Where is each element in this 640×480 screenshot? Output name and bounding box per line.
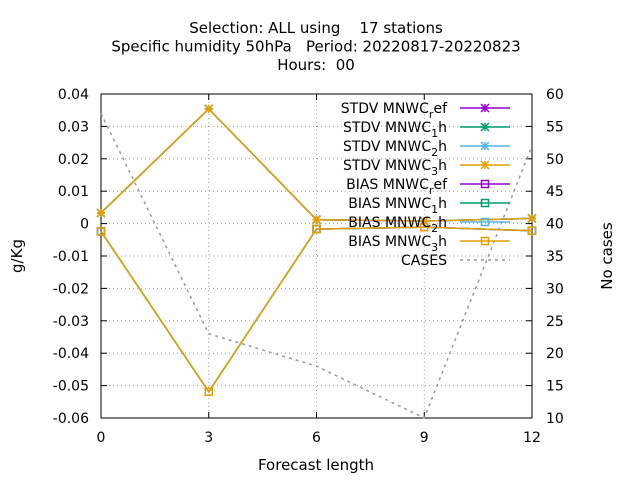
series-6	[96, 222, 537, 397]
legend-marker	[480, 217, 490, 227]
legend-item: BIAS MNWC2h	[348, 215, 510, 235]
legend-marker	[480, 198, 490, 208]
legend-marker	[480, 236, 490, 246]
y-tick-label: -0.05	[53, 379, 89, 395]
chart-title-line: Specific humidity 50hPa Period: 20220817…	[111, 38, 520, 56]
legend-label: CASES	[401, 253, 447, 269]
data-point	[312, 224, 321, 234]
y2-tick-label: 15	[546, 379, 564, 395]
y-tick-label: 0.01	[58, 184, 89, 200]
y-axis-label: g/Kg	[8, 239, 26, 273]
data-point	[527, 213, 537, 223]
data-point	[96, 227, 106, 236]
chart-title: Selection: ALL using 17 stationsSpecific…	[111, 19, 520, 74]
series-4	[96, 222, 537, 397]
y2-axis: 60 55 50 45 40 35 30 25 20 15 10	[546, 87, 564, 427]
y2-tick-label: 40	[546, 217, 564, 233]
x-tick-label: 6	[312, 430, 321, 446]
data-point	[527, 226, 537, 235]
legend-label: STDV MNWC3h	[343, 158, 447, 178]
series-line	[100, 226, 533, 394]
y2-tick-label: 50	[546, 152, 564, 168]
legend-marker	[480, 179, 490, 189]
legend-item: STDV MNWC3h	[343, 158, 510, 178]
grid	[101, 94, 532, 418]
legend-marker	[480, 141, 490, 151]
data-point	[420, 222, 429, 232]
chart-title-line: Hours: 00	[277, 56, 355, 74]
data-point	[311, 215, 322, 225]
y-tick-label: 0.03	[58, 119, 89, 135]
y2-tick-label: 30	[546, 281, 564, 297]
y-tick-label: -0.04	[53, 346, 89, 362]
y-tick-label: -0.02	[53, 281, 89, 297]
data-point	[96, 208, 106, 218]
y2-tick-label: 25	[546, 314, 564, 330]
y2-tick-label: 60	[546, 87, 564, 103]
y2-axis-label: No cases	[598, 222, 616, 290]
x-tick-label: 3	[204, 430, 213, 446]
legend-label: STDV MNWC2h	[343, 139, 447, 159]
series-line	[100, 226, 533, 394]
y-axis: 0.04 0.03 0.02 0.01 0 -0.01 -0.02 -0.03 -0.04 -0.…	[53, 87, 532, 427]
y-tick-label: -0.03	[53, 314, 89, 330]
legend-item: STDV MNWC1h	[343, 120, 510, 140]
y2-tick-label: 20	[546, 346, 564, 362]
legend-item: STDV MNWC2h	[343, 139, 510, 159]
series-7	[96, 222, 537, 397]
series-3	[96, 104, 537, 226]
x-tick-label: 9	[420, 430, 429, 446]
y-tick-label: 0.02	[58, 152, 89, 168]
y2-tick-label: 35	[546, 249, 564, 265]
legend-item: STDV MNWCref	[341, 101, 510, 121]
legend-item: BIAS MNWC3h	[348, 234, 510, 254]
legend-label: BIAS MNWC3h	[348, 234, 447, 254]
legend-marker	[480, 122, 490, 132]
y2-tick-label: 55	[546, 119, 564, 135]
legend-marker	[480, 103, 490, 113]
legend-label: BIAS MNWCref	[346, 177, 448, 197]
legend-marker	[480, 160, 490, 170]
series-5	[96, 222, 537, 397]
series-line	[100, 226, 533, 394]
chart-title-line: Selection: ALL using 17 stations	[189, 19, 443, 37]
legend-item: BIAS MNWCref	[346, 177, 510, 197]
y-tick-label: -0.06	[53, 411, 89, 427]
legend-label: BIAS MNWC1h	[348, 196, 447, 216]
series-layer	[96, 104, 537, 420]
x-tick-label: 12	[523, 430, 541, 446]
data-point	[204, 104, 214, 114]
y-tick-label: 0.04	[58, 87, 89, 103]
series-8	[100, 113, 533, 420]
legend-label: STDV MNWC1h	[343, 120, 447, 140]
series-line	[100, 226, 533, 394]
series-line	[100, 113, 533, 420]
legend-label: STDV MNWCref	[341, 101, 448, 121]
x-axis-label: Forecast length	[258, 456, 374, 474]
data-point	[204, 387, 213, 397]
x-axis: 0 3 6 9 12	[97, 94, 541, 446]
y-tick-label: 0	[80, 217, 89, 233]
y-tick-label: -0.01	[53, 249, 89, 265]
legend-item: BIAS MNWC1h	[348, 196, 510, 216]
legend-label: BIAS MNWC2h	[348, 215, 447, 235]
y2-tick-label: 45	[546, 184, 564, 200]
legend-item: CASES	[401, 253, 510, 269]
y2-tick-label: 10	[546, 411, 564, 427]
x-tick-label: 0	[97, 430, 106, 446]
